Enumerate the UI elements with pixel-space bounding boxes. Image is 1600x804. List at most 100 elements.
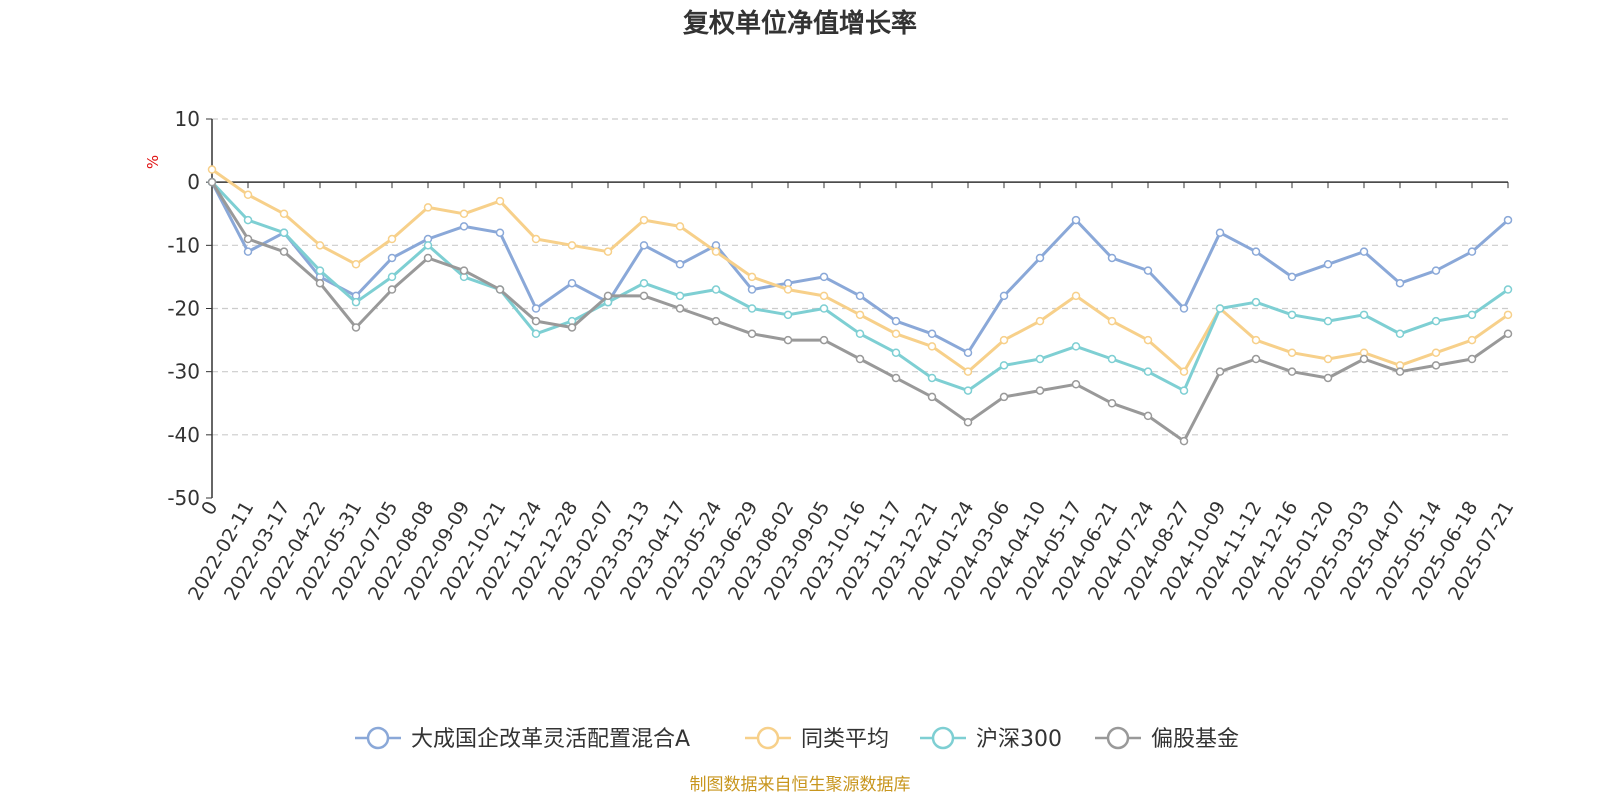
data-point [1287, 367, 1297, 376]
data-point [1143, 266, 1153, 275]
data-point [387, 285, 397, 294]
data-point [279, 209, 289, 218]
data-point [1251, 247, 1261, 256]
data-point [1143, 367, 1153, 376]
data-point [1215, 304, 1225, 313]
data-point [927, 342, 937, 351]
data-point [1431, 316, 1441, 326]
data-point [639, 215, 649, 225]
data-point [423, 253, 433, 263]
data-point [459, 222, 469, 231]
data-point [351, 260, 361, 269]
data-point [567, 241, 577, 250]
data-point [1107, 399, 1117, 408]
data-point [855, 291, 865, 301]
data-point [1143, 335, 1153, 345]
series-group [207, 165, 1513, 376]
data-point [747, 304, 757, 313]
data-point [567, 278, 577, 288]
legend-circle-icon [1106, 726, 1130, 750]
data-point [207, 177, 217, 187]
data-point [855, 354, 865, 364]
data-point [1179, 386, 1189, 395]
data-point [927, 392, 937, 402]
data-point [999, 392, 1009, 402]
data-point [1215, 228, 1225, 237]
legend-label: 同类平均 [801, 727, 889, 752]
legend-circle-icon [756, 726, 780, 750]
chart-title: 复权单位净值增长率 [683, 8, 917, 39]
legend-item[interactable]: 沪深300 [920, 726, 1062, 752]
data-point [783, 285, 793, 294]
data-point [1323, 316, 1333, 326]
data-point [1287, 348, 1297, 357]
legend-circle-icon [366, 726, 390, 750]
data-point [279, 228, 289, 237]
data-point [711, 285, 721, 294]
series-group [207, 177, 1513, 395]
data-point [243, 215, 253, 225]
data-point [1323, 373, 1333, 383]
data-point [1503, 215, 1513, 225]
legend-label: 沪深300 [976, 727, 1062, 752]
series-lines [207, 165, 1513, 446]
data-point [315, 241, 325, 250]
data-point [819, 335, 829, 345]
y-tick-label: -50 [167, 486, 200, 510]
data-point [495, 196, 505, 206]
data-point [927, 373, 937, 383]
legend-item[interactable]: 偏股基金 [1095, 726, 1239, 752]
data-point [999, 335, 1009, 345]
data-point [1251, 335, 1261, 345]
data-point [891, 329, 901, 339]
data-point [531, 316, 541, 326]
data-point [1215, 367, 1225, 376]
data-point [1503, 329, 1513, 339]
data-point [387, 253, 397, 263]
legend-item[interactable]: 同类平均 [745, 726, 889, 752]
data-point [1431, 361, 1441, 370]
data-point [1431, 266, 1441, 275]
data-point [1035, 354, 1045, 364]
data-point [1035, 253, 1045, 263]
data-point [819, 272, 829, 282]
series-group [207, 177, 1513, 357]
data-point [855, 310, 865, 320]
data-point [423, 241, 433, 250]
data-point [243, 247, 253, 256]
legend-label: 大成国企改革灵活配置混合A [411, 727, 690, 752]
data-point [1107, 354, 1117, 364]
data-point [423, 203, 433, 212]
data-point [1071, 380, 1081, 389]
data-point [1323, 354, 1333, 364]
y-tick-label: 10 [175, 107, 200, 131]
data-point [531, 234, 541, 244]
data-point [747, 285, 757, 294]
data-point [603, 291, 613, 301]
y-tick-label: -40 [167, 423, 200, 447]
data-point [1035, 386, 1045, 395]
data-point [1395, 278, 1405, 288]
data-point [711, 316, 721, 326]
data-point [639, 278, 649, 288]
data-point [819, 291, 829, 301]
legend[interactable]: 大成国企改革灵活配置混合A 同类平均 沪深300 偏股基金 [355, 726, 1239, 752]
data-point [819, 304, 829, 313]
data-point [1467, 354, 1477, 364]
data-point [963, 417, 973, 427]
data-point [1071, 215, 1081, 225]
legend-item[interactable]: 大成国企改革灵活配置混合A [355, 726, 690, 752]
legend-circle-icon [931, 726, 955, 750]
data-point [1395, 329, 1405, 339]
data-point [1143, 411, 1153, 421]
y-tick-label: -30 [167, 360, 200, 384]
data-point [1395, 367, 1405, 376]
legend-label: 偏股基金 [1151, 727, 1239, 752]
data-point [783, 310, 793, 320]
data-point [1035, 316, 1045, 326]
data-point [1179, 367, 1189, 376]
data-point [999, 291, 1009, 301]
data-point [1359, 247, 1369, 256]
